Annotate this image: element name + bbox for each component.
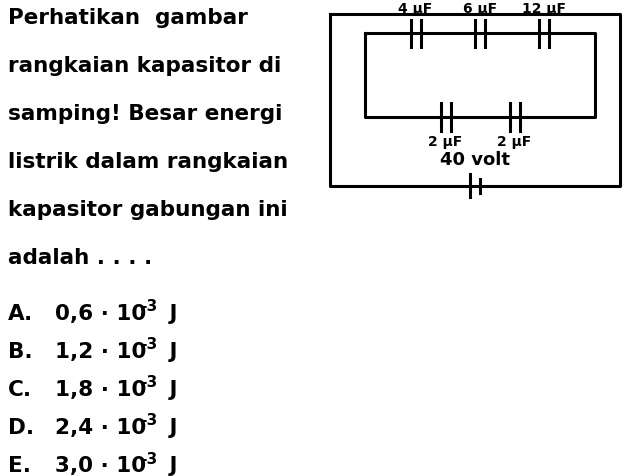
Text: adalah . . . .: adalah . . . .: [8, 248, 152, 268]
Text: Perhatikan  gambar: Perhatikan gambar: [8, 8, 248, 28]
Text: 6 μF: 6 μF: [463, 2, 497, 16]
Text: 2 μF: 2 μF: [497, 135, 532, 149]
Text: 3,0 · 10: 3,0 · 10: [55, 455, 146, 475]
Text: J: J: [162, 417, 178, 437]
Text: 1,8 · 10: 1,8 · 10: [55, 379, 146, 399]
Text: -3: -3: [140, 375, 157, 389]
Text: -3: -3: [140, 298, 157, 313]
Text: rangkaian kapasitor di: rangkaian kapasitor di: [8, 56, 281, 76]
Text: 2 μF: 2 μF: [428, 135, 463, 149]
Text: 0,6 · 10: 0,6 · 10: [55, 303, 146, 323]
Text: J: J: [162, 341, 178, 361]
Text: 12 μF: 12 μF: [523, 2, 566, 16]
Text: 2,4 · 10: 2,4 · 10: [55, 417, 146, 437]
Text: J: J: [162, 303, 178, 323]
Text: 40 volt: 40 volt: [440, 151, 510, 169]
Text: E.: E.: [8, 455, 31, 475]
Text: listrik dalam rangkaian: listrik dalam rangkaian: [8, 151, 288, 171]
Text: -3: -3: [140, 451, 157, 466]
Text: -3: -3: [140, 413, 157, 427]
Text: B.: B.: [8, 341, 33, 361]
Text: 4 μF: 4 μF: [399, 2, 433, 16]
Text: J: J: [162, 379, 178, 399]
Text: kapasitor gabungan ini: kapasitor gabungan ini: [8, 199, 288, 219]
Text: D.: D.: [8, 417, 34, 437]
Text: A.: A.: [8, 303, 33, 323]
Text: C.: C.: [8, 379, 32, 399]
Text: J: J: [162, 455, 178, 475]
Text: -3: -3: [140, 337, 157, 351]
Text: 1,2 · 10: 1,2 · 10: [55, 341, 146, 361]
Text: samping! Besar energi: samping! Besar energi: [8, 103, 282, 123]
